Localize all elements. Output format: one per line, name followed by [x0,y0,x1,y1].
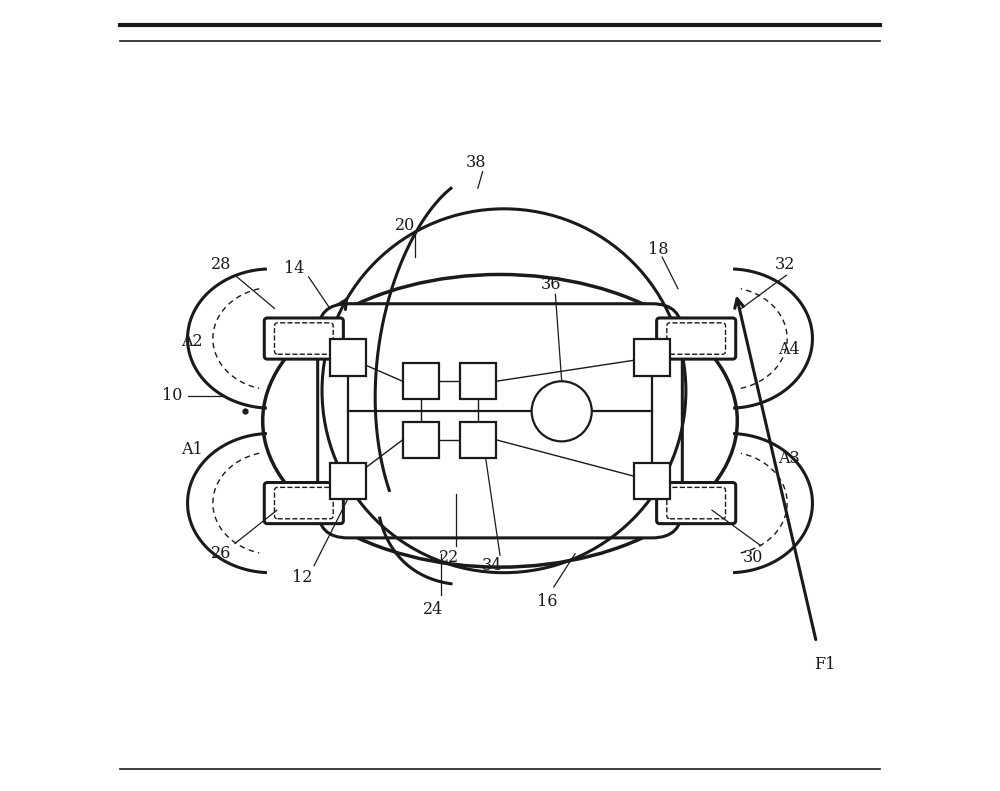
Bar [403,422,439,458]
FancyBboxPatch shape [667,487,726,519]
Text: 38: 38 [466,153,487,171]
Text: 16: 16 [537,592,558,610]
Text: 28: 28 [211,256,232,274]
Bar [460,422,496,458]
Text: A2: A2 [181,333,202,350]
FancyBboxPatch shape [264,483,343,524]
FancyBboxPatch shape [667,323,726,354]
Text: A1: A1 [181,441,202,458]
Text: 32: 32 [775,256,795,274]
Text: 20: 20 [395,217,415,234]
FancyBboxPatch shape [274,487,333,519]
Text: A3: A3 [778,450,800,467]
Bar [634,339,670,376]
Text: 26: 26 [211,545,232,562]
Circle shape [532,381,592,441]
Bar [330,463,366,499]
FancyBboxPatch shape [657,483,736,524]
FancyBboxPatch shape [657,318,736,359]
Text: 14: 14 [284,260,305,278]
FancyBboxPatch shape [274,323,333,354]
Bar [403,363,439,399]
Text: F1: F1 [814,656,835,673]
Text: 18: 18 [648,240,668,258]
Text: 34: 34 [482,557,502,574]
Text: 24: 24 [423,600,443,618]
Text: A4: A4 [778,341,800,358]
Text: 22: 22 [438,549,459,566]
FancyBboxPatch shape [318,304,682,538]
Bar [460,363,496,399]
Text: 30: 30 [743,549,763,566]
Text: 12: 12 [292,569,312,586]
Bar [330,339,366,376]
Text: 10: 10 [162,387,182,404]
Bar [634,463,670,499]
FancyBboxPatch shape [264,318,343,359]
Text: 36: 36 [541,276,562,293]
